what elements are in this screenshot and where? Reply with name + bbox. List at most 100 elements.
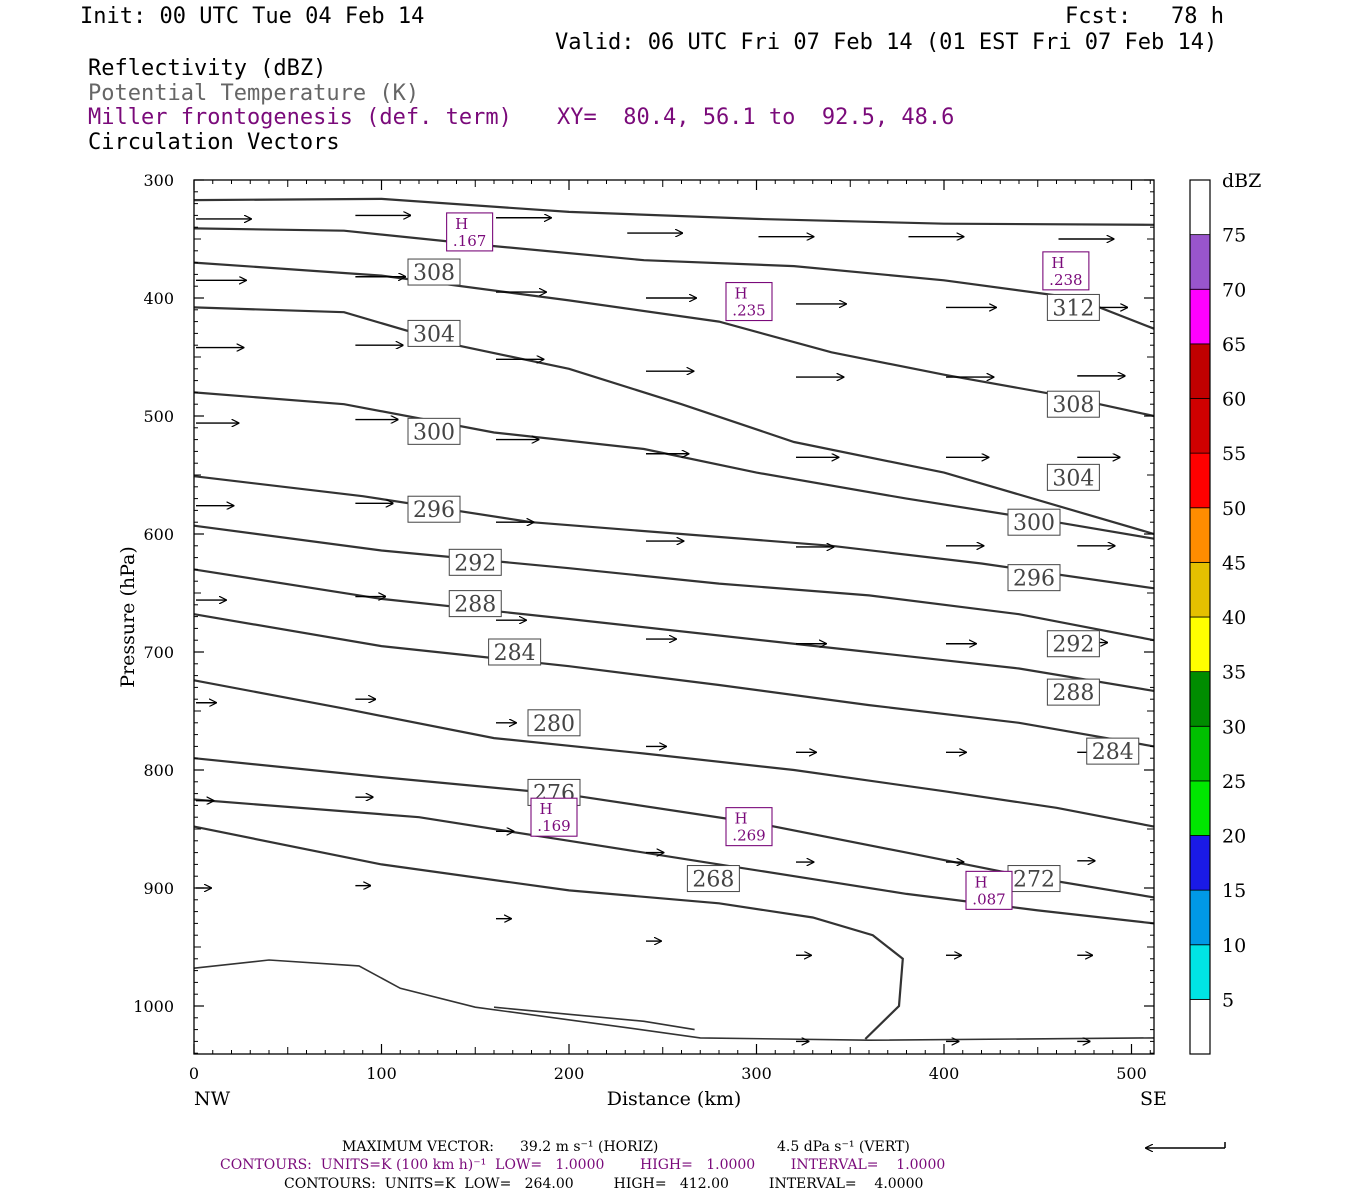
colorbar-unit: dBZ (1222, 170, 1261, 192)
y-tick-label: 700 (143, 643, 174, 662)
theta-contour-6 (193, 524, 1155, 642)
miller-high-box (725, 807, 773, 847)
miller-high-letter: H (974, 873, 987, 891)
colorbar-tick-label: 70 (1222, 279, 1246, 301)
colorbar-segment (1189, 780, 1211, 836)
colorbar-segment (1189, 288, 1211, 345)
theta-label: 280 (533, 712, 575, 737)
theta-contour-2 (193, 261, 1155, 418)
colorbar-segment (1189, 343, 1211, 399)
terrain-line-0 (193, 959, 1155, 1042)
miller-high-value: .238 (1049, 271, 1082, 289)
miller-high-value: .235 (732, 302, 765, 320)
miller-high-value: .087 (972, 890, 1005, 908)
x-tick-label: 0 (189, 1064, 199, 1083)
init-time: Init: 00 UTC Tue 04 Feb 14 (80, 4, 425, 29)
y-axis-label: Pressure (hPa) (117, 546, 139, 688)
colorbar-tick-label: 20 (1222, 826, 1246, 848)
theta-label-box (686, 865, 740, 893)
miller-high-letter: H (1051, 254, 1064, 272)
cross-section-xy: XY= 80.4, 56.1 to 92.5, 48.6 (557, 105, 955, 130)
y-tick-label: 800 (143, 761, 174, 780)
theta-label: 308 (1052, 393, 1094, 418)
theta-label: 296 (1013, 567, 1055, 592)
x-tick-label: 400 (929, 1064, 960, 1083)
y-tick-label: 900 (143, 879, 174, 898)
y-tick-label: 300 (143, 171, 174, 190)
theta-contours (193, 197, 1155, 1040)
valid-time: Valid: 06 UTC Fri 07 Feb 14 (01 EST Fri … (555, 30, 1218, 55)
theta-label-box (1086, 737, 1140, 765)
theta-label-box (407, 417, 461, 445)
theta-label-box (407, 258, 461, 286)
colorbar-tick-label: 50 (1222, 498, 1246, 520)
theta-label-box (1007, 564, 1061, 592)
field-reflectivity: Reflectivity (dBZ) (88, 56, 327, 81)
forecast-hour: Fcst: 78 h (1065, 4, 1224, 29)
terrain-lines (193, 959, 1155, 1042)
y-tick-label: 1000 (133, 997, 174, 1016)
miller-high-box (725, 281, 773, 322)
theta-label: 292 (1052, 633, 1094, 658)
theta-contour-11 (193, 798, 1155, 925)
axes: 0 100 200 300 400 500 300 400 500 600 700 800 900 100… (133, 171, 1154, 1083)
theta-label: 304 (413, 322, 455, 347)
terrain-line-1 (493, 1006, 695, 1031)
colorbar-tick-label: 30 (1222, 716, 1246, 738)
colorbar-tick-label: 60 (1222, 389, 1246, 411)
max-vector-horiz: 39.2 m s⁻¹ (HORIZ) (520, 1139, 659, 1155)
miller-high-box (530, 797, 578, 837)
colorbar-segment (1189, 507, 1211, 563)
theta-label: 284 (494, 641, 536, 666)
max-vector-label: MAXIMUM VECTOR: (342, 1139, 494, 1155)
y-tick-label: 500 (143, 407, 174, 426)
theta-label-box (448, 590, 502, 618)
field-theta: Potential Temperature (K) (88, 81, 420, 106)
colorbar-tick-label: 25 (1222, 771, 1246, 793)
field-vectors: Circulation Vectors (88, 130, 340, 155)
x-tick-label: 200 (554, 1064, 585, 1083)
theta-contour-8 (193, 613, 1155, 748)
colorbar-tick-label: 65 (1222, 334, 1246, 356)
x-tick-label: 500 (1116, 1064, 1147, 1083)
colorbar-frame (1189, 179, 1211, 1055)
colorbar-segment (1189, 889, 1211, 946)
theta-label-box (407, 319, 461, 347)
theta-label-box (448, 548, 502, 576)
theta-label: 300 (413, 420, 455, 445)
miller-high-value: .269 (732, 827, 765, 845)
theta-label: 296 (413, 498, 455, 523)
miller-high-box (965, 870, 1013, 910)
colorbar-tick-label: 75 (1222, 225, 1246, 247)
contours-theta-info: CONTOURS: UNITS=K LOW= 264.00 HIGH= 412.… (284, 1176, 924, 1192)
theta-label: 292 (454, 551, 496, 576)
colorbar-tick-label: 15 (1222, 880, 1246, 902)
theta-label: 284 (1092, 740, 1134, 765)
x-end-left-label: NW (194, 1088, 231, 1110)
x-tick-label: 300 (741, 1064, 772, 1083)
theta-contour-1 (193, 227, 1155, 330)
miller-high-letter: H (455, 215, 468, 233)
x-tick-label: 100 (366, 1064, 397, 1083)
theta-contour-12 (193, 825, 904, 1040)
circulation-vectors (196, 215, 1127, 1041)
colorbar-segment (1189, 561, 1211, 618)
colorbar-tick-label: 10 (1222, 935, 1246, 957)
colorbar-segment (1189, 944, 1211, 1000)
colorbar-tick-label: 45 (1222, 552, 1246, 574)
colorbar-segment-base (1189, 998, 1211, 1055)
miller-high-letter: H (734, 285, 747, 303)
miller-high-letter: H (539, 800, 552, 818)
x-end-right-label: SE (1140, 1088, 1167, 1110)
theta-label-box (527, 709, 581, 737)
contours-miller-info: CONTOURS: UNITS=K (100 km h)⁻¹ LOW= 1.00… (220, 1157, 946, 1173)
y-tick-label: 400 (143, 289, 174, 308)
colorbar-segment (1189, 671, 1211, 727)
max-vector-vert: 4.5 dPa s⁻¹ (VERT) (777, 1139, 910, 1155)
reflectivity-colorbar: 5 10 15 20 25 30 35 40 45 50 55 60 65 70 75 (1189, 179, 1246, 1055)
theta-label: 300 (1013, 511, 1055, 536)
colorbar-segment (1189, 398, 1211, 454)
y-tick-label: 600 (143, 525, 174, 544)
theta-label-box (407, 495, 461, 523)
